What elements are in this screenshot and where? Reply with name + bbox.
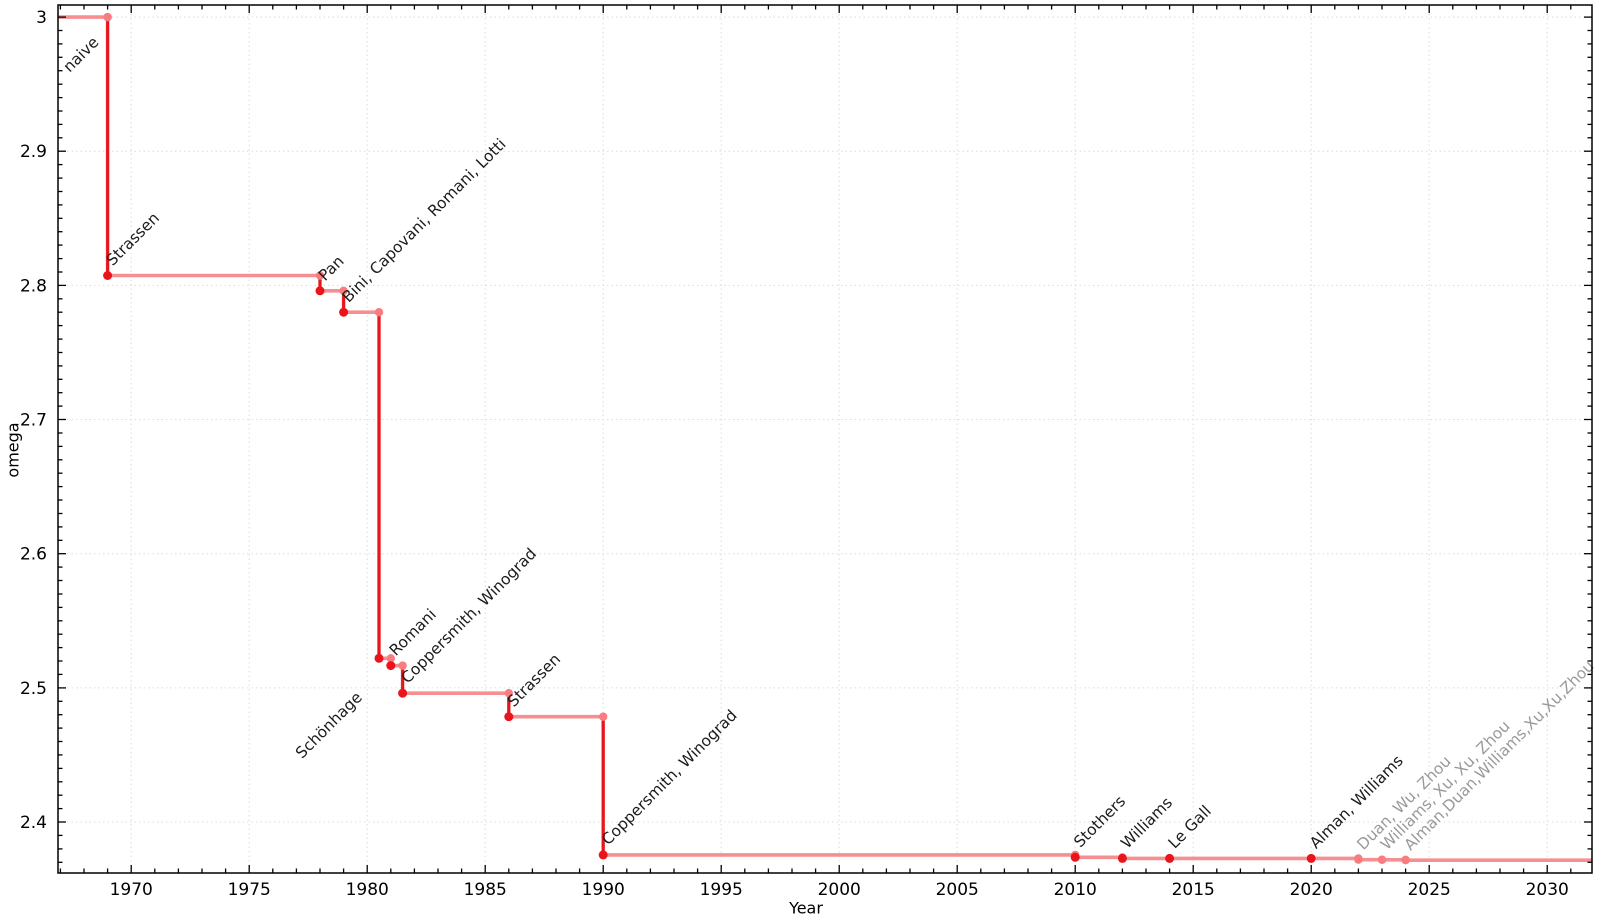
corner-point — [386, 654, 395, 663]
y-tick-label: 2.4 — [20, 813, 47, 833]
point-label-sch-nhage: Schönhage — [292, 688, 366, 762]
data-point-romani — [386, 661, 396, 671]
point-label-naive: naive — [60, 33, 103, 76]
data-point-williams-xu-xu-zhou — [1377, 855, 1387, 864]
y-tick-label: 2.8 — [20, 276, 47, 296]
x-tick-label: 1985 — [464, 880, 507, 900]
point-label-strassen: Strassen — [103, 209, 163, 269]
x-tick-label: 2010 — [1054, 880, 1097, 900]
point-label-strassen: Strassen — [504, 650, 564, 710]
data-point-le-gall — [1165, 853, 1175, 863]
x-tick-label: 2005 — [936, 880, 979, 900]
corner-point — [339, 286, 348, 295]
x-tick-label: 2030 — [1526, 880, 1569, 900]
corner-point — [599, 712, 608, 721]
y-tick-label: 2.7 — [20, 411, 47, 431]
x-tick-label: 2000 — [818, 880, 861, 900]
data-point-alman-williams — [1306, 853, 1316, 863]
corner-point — [374, 308, 384, 317]
y-tick-label: 2.5 — [20, 679, 47, 699]
x-tick-label: 1975 — [228, 880, 271, 900]
omega-step-line — [58, 15, 1592, 862]
x-tick-label: 1970 — [110, 880, 153, 900]
data-point-pan — [315, 286, 325, 296]
point-label-bini-capovani-romani-lotti: Bini, Capovani, Romani, Lotti — [339, 135, 510, 306]
point-label-alman-duan-williams-xu-xu-zhou: Alman,Duan,Williams,Xu,Xu,Zhou — [1401, 657, 1598, 854]
data-point-naive — [103, 12, 112, 22]
x-tick-label: 1995 — [700, 880, 743, 900]
data-point-strassen — [504, 712, 514, 722]
data-point-williams — [1117, 853, 1127, 863]
data-point-sch-nhage — [374, 653, 384, 663]
data-point-duan-wu-zhou — [1354, 855, 1363, 864]
corner-point — [315, 271, 325, 280]
x-tick-label: 2020 — [1290, 880, 1333, 900]
x-tick-label: 2025 — [1408, 880, 1451, 900]
data-point-stothers — [1070, 852, 1080, 862]
corner-point — [398, 661, 407, 670]
point-label-williams-xu-xu-zhou: Williams, Xu, Xu, Zhou — [1377, 717, 1514, 854]
data-point-alman-duan-williams-xu-xu-zhou — [1401, 856, 1410, 865]
data-point-coppersmith-winograd — [598, 850, 608, 860]
corner-point — [504, 689, 513, 698]
x-tick-label: 1990 — [582, 880, 625, 900]
y-tick-label: 3 — [36, 8, 47, 28]
x-tick-label: 1980 — [346, 880, 389, 900]
plot-border — [57, 4, 1593, 874]
y-axis-title: omega — [3, 422, 23, 478]
x-tick-label: 2015 — [1172, 880, 1215, 900]
data-point-bini-capovani-romani-lotti — [339, 307, 349, 317]
point-label-coppersmith-winograd: Coppersmith, Winograd — [598, 706, 740, 848]
data-point-coppersmith-winograd — [398, 688, 408, 698]
y-tick-label: 2.9 — [20, 142, 47, 162]
data-point-strassen — [103, 271, 113, 280]
y-tick-label: 2.6 — [20, 545, 47, 565]
x-axis-title: Year — [789, 898, 823, 918]
